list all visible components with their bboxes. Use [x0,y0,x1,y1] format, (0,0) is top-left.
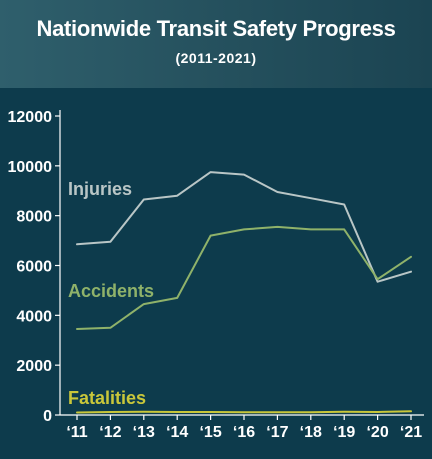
x-tick-label: ‘11 [66,424,87,441]
title-banner: Nationwide Transit Safety Progress (2011… [0,0,432,88]
x-tick-label: ‘21 [400,424,422,441]
x-tick-label: ‘12 [99,424,121,441]
injuries-series-label: Injuries [68,179,132,199]
fatalities-series-line [76,410,412,414]
y-tick-label: 8000 [16,209,52,226]
chart-subtitle: (2011-2021) [175,50,257,66]
accidents-series-line [76,225,412,330]
x-tick-label: ‘15 [199,424,221,441]
y-tick-label: 4000 [16,308,52,325]
y-tick-label: 0 [43,408,52,425]
x-tick-label: ‘13 [133,424,155,441]
fatalities-series-label: Fatalities [68,388,146,408]
x-tick-label: ‘14 [166,424,188,441]
injuries-series-line [76,171,412,283]
accidents-series-label: Accidents [68,281,154,301]
y-tick-label: 10000 [8,159,53,176]
y-tick-label: 2000 [16,358,52,375]
y-tick-label: 12000 [8,109,53,126]
x-tick-label: ‘18 [300,424,322,441]
x-tick-label: ‘16 [233,424,255,441]
chart-title: Nationwide Transit Safety Progress [36,16,396,41]
line-chart: 0 2000 4000 6000 8000 10000 12000 ‘11 ‘12 ‘13 ‘14 ‘… [8,109,424,441]
x-tick-label: ‘17 [266,424,288,441]
y-tick-label: 6000 [16,259,52,276]
x-tick-label: ‘20 [366,424,388,441]
x-tick-label: ‘19 [333,424,355,441]
